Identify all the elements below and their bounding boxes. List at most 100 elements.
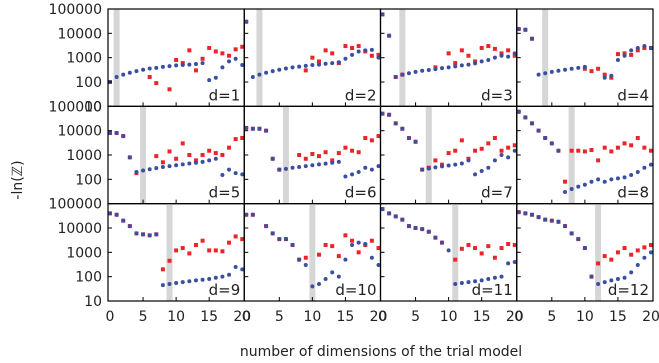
blue-point: [506, 54, 511, 59]
red-point: [563, 179, 568, 184]
blue-point: [549, 141, 554, 146]
blue-point: [193, 278, 198, 283]
red-point: [486, 141, 491, 146]
blue-point: [193, 160, 198, 165]
red-point: [582, 149, 587, 154]
red-point: [323, 150, 328, 155]
true-dimension-band: [425, 106, 432, 204]
red-point: [602, 72, 607, 77]
blue-point: [556, 68, 561, 73]
panel-grid: d=1 d=2 d=3 d=4 d=5 d=6 d=7 d=8 d=9 d=10 d=11 d=12: [107, 8, 654, 302]
blue-point: [543, 71, 548, 76]
red-point: [506, 48, 511, 53]
red-point: [240, 135, 245, 140]
blue-point: [569, 66, 574, 71]
blue-point: [473, 279, 478, 284]
red-point: [459, 246, 464, 251]
panel-d=3: d=3: [379, 8, 518, 107]
red-point: [193, 158, 198, 163]
blue-point: [446, 65, 451, 70]
red-point: [635, 48, 640, 53]
red-point: [343, 145, 348, 150]
blue-point: [453, 281, 458, 286]
red-point: [303, 255, 308, 260]
red-point: [499, 51, 504, 56]
blue-point: [393, 214, 398, 219]
blue-point: [622, 175, 627, 180]
blue-point: [543, 217, 548, 222]
red-point: [310, 151, 315, 156]
blue-point: [187, 62, 192, 67]
y-tick-label: 10000: [57, 124, 102, 140]
y-tick-label: 100000: [49, 99, 102, 115]
blue-point: [227, 272, 232, 277]
red-point: [512, 53, 517, 58]
blue-point: [283, 66, 288, 71]
panel-plot-area: [380, 9, 517, 107]
true-dimension-band: [595, 203, 602, 301]
blue-point: [380, 111, 385, 116]
panel-d=12: d=12: [516, 203, 654, 302]
blue-point: [440, 66, 445, 71]
red-point: [207, 45, 212, 50]
blue-point: [393, 75, 398, 80]
blue-point: [576, 237, 581, 242]
panel-plot-area: [380, 106, 517, 204]
y-tick-label: 1000: [66, 245, 102, 261]
x-tick-label: 20: [233, 309, 251, 325]
blue-point: [207, 277, 212, 282]
red-point: [629, 252, 634, 257]
blue-point: [426, 166, 431, 171]
blue-point: [479, 278, 484, 283]
blue-point: [635, 170, 640, 175]
blue-point: [576, 65, 581, 70]
blue-point: [635, 45, 640, 50]
x-tick-label: 10: [576, 309, 594, 325]
y-axis: 1010010001000010000010010001000010000010…: [49, 2, 102, 310]
y-tick-label: 1000: [66, 51, 102, 67]
blue-point: [406, 224, 411, 229]
blue-point: [506, 155, 511, 160]
blue-point: [642, 44, 647, 49]
blue-point: [433, 235, 438, 240]
blue-point: [563, 190, 568, 195]
red-point: [479, 45, 484, 50]
blue-point: [277, 67, 282, 72]
blue-point: [244, 19, 249, 24]
blue-point: [330, 160, 335, 165]
blue-point: [400, 217, 405, 222]
blue-point: [244, 125, 249, 130]
red-point: [167, 149, 172, 154]
blue-point: [350, 243, 355, 248]
panel-label: d=12: [608, 281, 649, 299]
blue-point: [492, 55, 497, 60]
blue-point: [629, 48, 634, 53]
true-dimension-band: [452, 203, 459, 301]
blue-point: [479, 59, 484, 64]
red-point: [297, 153, 302, 157]
blue-point: [213, 156, 218, 161]
blue-point: [193, 61, 198, 66]
panel-plot-area: [244, 106, 381, 204]
red-point: [473, 246, 478, 251]
blue-point: [154, 166, 159, 171]
true-dimension-band: [113, 9, 120, 107]
red-point: [369, 53, 374, 58]
x-tick-label: 20: [506, 309, 524, 325]
blue-point: [512, 260, 517, 265]
x-tick-label: 5: [411, 309, 420, 325]
red-point: [174, 248, 179, 253]
red-point: [180, 141, 185, 146]
blue-point: [473, 172, 478, 177]
blue-point: [356, 170, 361, 175]
blue-point: [523, 115, 528, 120]
blue-point: [615, 58, 620, 63]
red-point: [466, 243, 471, 248]
red-point: [330, 244, 335, 249]
blue-point: [310, 62, 315, 67]
red-point: [187, 48, 192, 53]
blue-point: [303, 63, 308, 68]
red-point: [492, 135, 497, 140]
blue-point: [154, 65, 159, 70]
red-point: [147, 75, 152, 80]
